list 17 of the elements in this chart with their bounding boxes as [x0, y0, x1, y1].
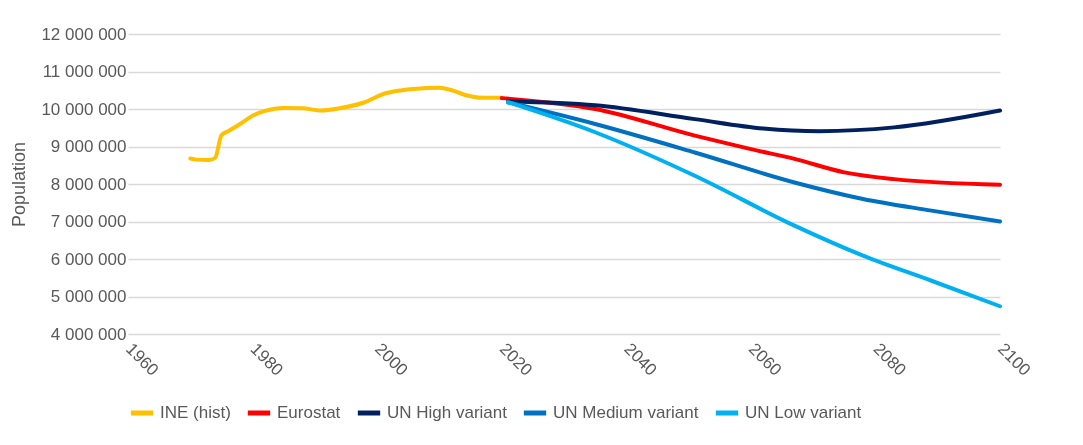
- y-tick-label: 5 000 000: [50, 287, 127, 306]
- legend-label: Eurostat: [277, 403, 341, 422]
- legend-label: INE (hist): [160, 403, 231, 422]
- legend-label: UN Low variant: [745, 403, 862, 422]
- y-tick-label: 4 000 000: [50, 324, 127, 344]
- y-axis-title: Population: [9, 141, 30, 228]
- y-tick-label: 11 000 000: [42, 62, 127, 81]
- y-tick-label: 12 000 000: [41, 24, 127, 44]
- legend-label: UN Medium variant: [553, 403, 699, 422]
- line-series: [505, 99, 1002, 134]
- y-tick-label: 7 000 000: [50, 212, 127, 231]
- y-tick-label: 6 000 000: [50, 249, 127, 269]
- legend-label: UN High variant: [387, 403, 508, 422]
- y-tick-label: 9 000 000: [50, 137, 127, 156]
- y-tick-label: 8 000 000: [50, 174, 127, 194]
- line-series: [505, 100, 1002, 309]
- y-tick-label: 10 000 000: [41, 99, 127, 119]
